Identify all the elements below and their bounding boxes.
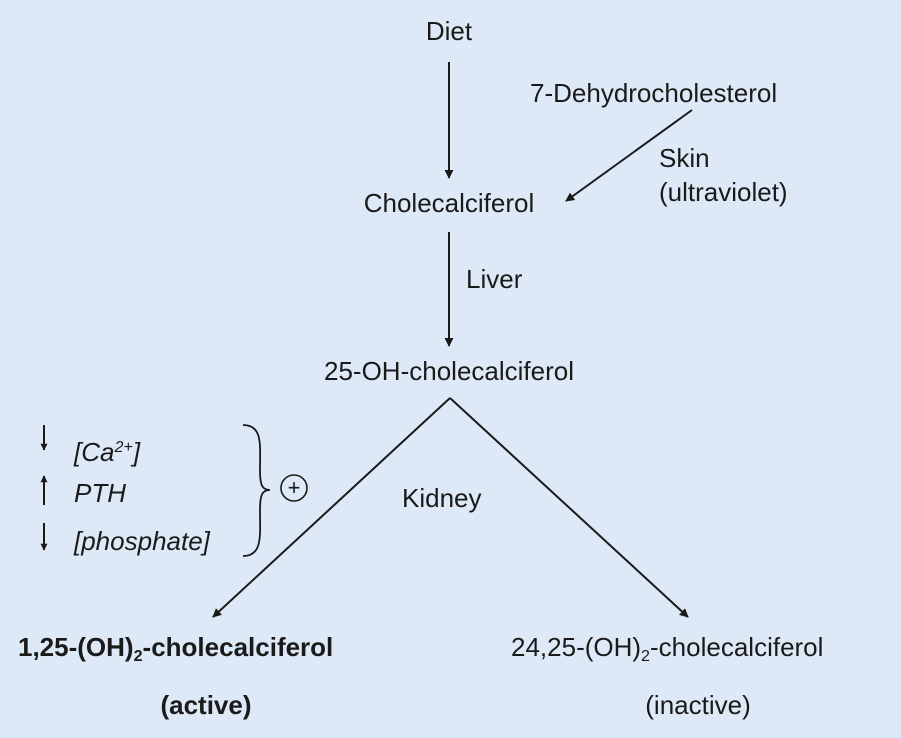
inactive-subscript: 2	[641, 646, 651, 665]
regulator-pth: PTH	[74, 478, 126, 508]
calcium-prefix: [Ca	[74, 436, 115, 467]
stimulation-circle-icon	[280, 474, 308, 502]
arrow-kidney-inactive	[449, 397, 689, 618]
node-cholecalciferol: Cholecalciferol	[363, 188, 535, 218]
edge-label-kidney: Kidney	[402, 483, 482, 513]
arrow-kidney-active	[212, 397, 451, 618]
active-subscript: 2	[133, 646, 143, 665]
stimulation-sign: +	[287, 475, 301, 500]
edge-label-liver: Liver	[466, 264, 523, 294]
calcium-superscript: 2+	[114, 438, 133, 456]
arrow-skin-to-cholecalciferol	[565, 109, 693, 202]
node-25-oh-cholecalciferol: 25-OH-cholecalciferol	[324, 356, 574, 386]
calcium-suffix: ]	[132, 436, 141, 467]
node-125-oh2-cholecalciferol: 1,25-(OH)2-cholecalciferol	[18, 632, 333, 671]
active-note: (active)	[160, 690, 252, 720]
regulator-brace	[242, 424, 271, 557]
regulator-phosphate: [phosphate]	[74, 526, 210, 556]
node-7-dehydrocholesterol: 7-Dehydrocholesterol	[530, 78, 778, 108]
active-prefix: 1,25-(OH)	[18, 632, 134, 662]
node-diet: Diet	[425, 16, 473, 46]
inactive-note: (inactive)	[645, 690, 751, 720]
inactive-prefix: 24,25-(OH)	[511, 632, 642, 662]
inactive-suffix: -cholecalciferol	[650, 632, 824, 662]
edge-label-skin: Skin	[659, 143, 710, 173]
active-suffix: -cholecalciferol	[142, 632, 334, 662]
regulator-calcium: [Ca2+]	[74, 432, 140, 467]
node-2425-oh2-cholecalciferol: 24,25-(OH)2-cholecalciferol	[511, 632, 823, 671]
edge-label-ultraviolet: (ultraviolet)	[659, 177, 788, 207]
